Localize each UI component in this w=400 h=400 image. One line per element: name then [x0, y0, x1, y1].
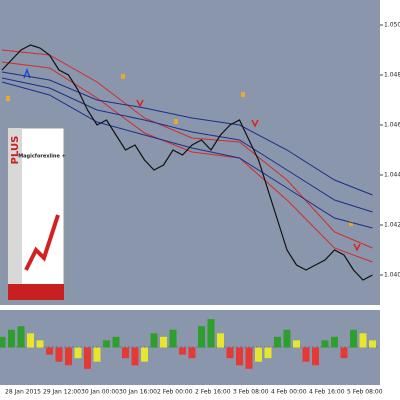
histogram-bar [245, 347, 253, 369]
histogram-bar [302, 347, 310, 362]
histogram-bar [264, 347, 272, 359]
histogram-bar [350, 329, 357, 348]
band-line [1, 61, 373, 263]
band-line [1, 49, 373, 249]
histogram-bar [65, 347, 72, 366]
signal-dot [174, 119, 178, 124]
signal-dot [241, 92, 245, 97]
signal-markers [6, 67, 361, 252]
y-tick-label: 1.05000 [384, 22, 400, 29]
signal-dot [121, 74, 125, 79]
histogram-bar [293, 340, 300, 348]
histogram-bar [112, 336, 120, 348]
histogram-bar [169, 329, 177, 348]
histogram-bar [369, 340, 376, 348]
histogram-bar [179, 347, 186, 355]
histogram-bar [236, 347, 243, 366]
histogram-bar [131, 347, 139, 366]
box-badge: PLUS [10, 136, 21, 165]
histogram-bar [331, 336, 338, 348]
x-tick-label: 4 Feb 00:00 [271, 389, 307, 396]
y-tick-label: 1.04000 [384, 272, 400, 279]
sell-arrow [353, 243, 361, 252]
band-line [1, 77, 373, 213]
histogram-bar [226, 347, 234, 359]
histogram-bar [150, 333, 158, 348]
signal-dot [6, 96, 10, 101]
histogram-bar [17, 326, 25, 348]
y-tick-label: 1.04400 [384, 172, 400, 179]
histogram-bar [93, 347, 101, 362]
histogram-bar [55, 347, 63, 362]
histogram-bar [359, 333, 367, 348]
y-tick-label: 1.04200 [384, 222, 400, 229]
histogram-bar [103, 340, 110, 348]
histogram-bar [340, 347, 348, 359]
box-title: Magicforexline + [18, 154, 66, 160]
band-line [1, 71, 373, 196]
histogram-bar [46, 347, 53, 355]
histogram-bar [160, 336, 167, 348]
box-stripe [8, 284, 64, 300]
x-tick-label: 30 Jan 00:00 [81, 389, 119, 396]
x-tick-label: 30 Jan 16:00 [119, 389, 157, 396]
histogram-bar [321, 340, 329, 348]
histogram-bar [122, 347, 129, 359]
x-tick-label: 3 Feb 08:00 [233, 389, 269, 396]
histogram-bar [217, 333, 224, 348]
sell-arrow [251, 119, 259, 128]
histogram-bar [8, 329, 15, 348]
signal-dot [349, 221, 353, 226]
band-line [1, 81, 373, 229]
histogram-bar [255, 347, 262, 362]
x-tick-label: 29 Jan 12:00 [43, 389, 81, 396]
histogram-bar [0, 336, 6, 348]
x-tick-label: 5 Feb 08:00 [347, 389, 383, 396]
histogram-bar [207, 319, 215, 348]
histogram-bar [74, 347, 82, 359]
box-side [8, 128, 22, 300]
x-tick-label: 4 Feb 16:00 [309, 389, 345, 396]
y-tick-label: 1.04800 [384, 72, 400, 79]
sell-arrow [136, 99, 144, 108]
product-box: PLUS Magicforexline + [7, 127, 66, 301]
x-tick-label: 2 Feb 16:00 [195, 389, 231, 396]
histogram-bar [312, 347, 319, 366]
x-tick-label: 2 Feb 00:00 [157, 389, 193, 396]
price-line [1, 44, 373, 281]
x-tick-label: 28 Jan 2015 [5, 389, 41, 396]
histogram-bar [188, 347, 196, 359]
histogram-bar [283, 329, 291, 348]
histogram-bar [141, 347, 148, 362]
histogram-bar [36, 340, 44, 348]
histogram-bar [274, 336, 281, 348]
histogram-bar [84, 347, 91, 369]
box-arrow [24, 214, 60, 271]
y-tick-label: 1.04600 [384, 122, 400, 129]
histogram-bar [27, 333, 34, 348]
histogram-bar [198, 326, 205, 348]
buy-arrow [23, 67, 31, 79]
